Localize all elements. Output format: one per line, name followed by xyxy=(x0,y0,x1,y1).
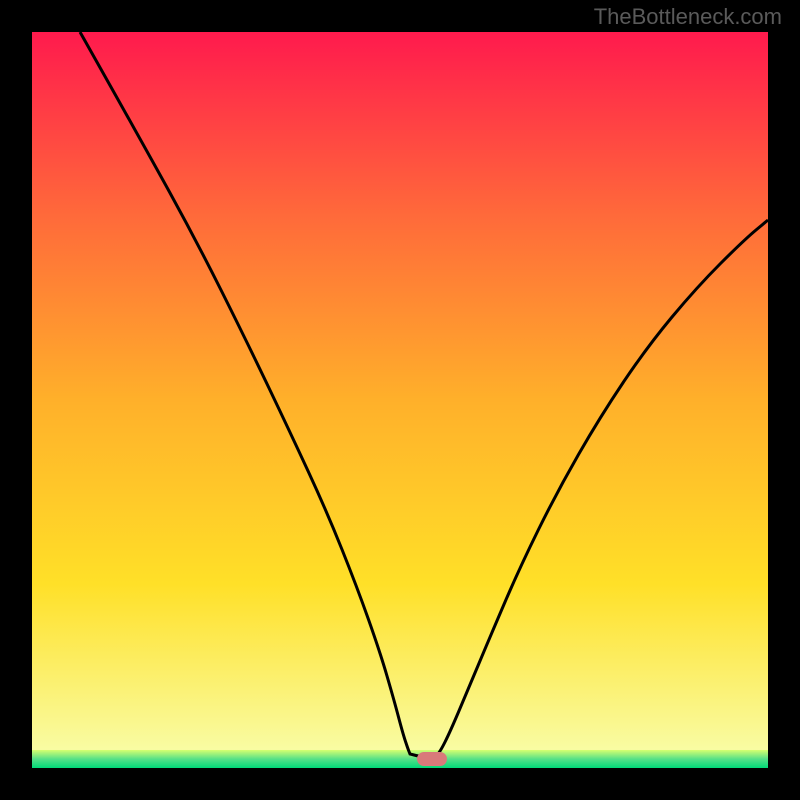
bottleneck-curve-svg xyxy=(0,0,800,800)
curve-path xyxy=(80,32,768,758)
optimum-marker xyxy=(417,752,447,766)
watermark-text: TheBottleneck.com xyxy=(594,4,782,30)
